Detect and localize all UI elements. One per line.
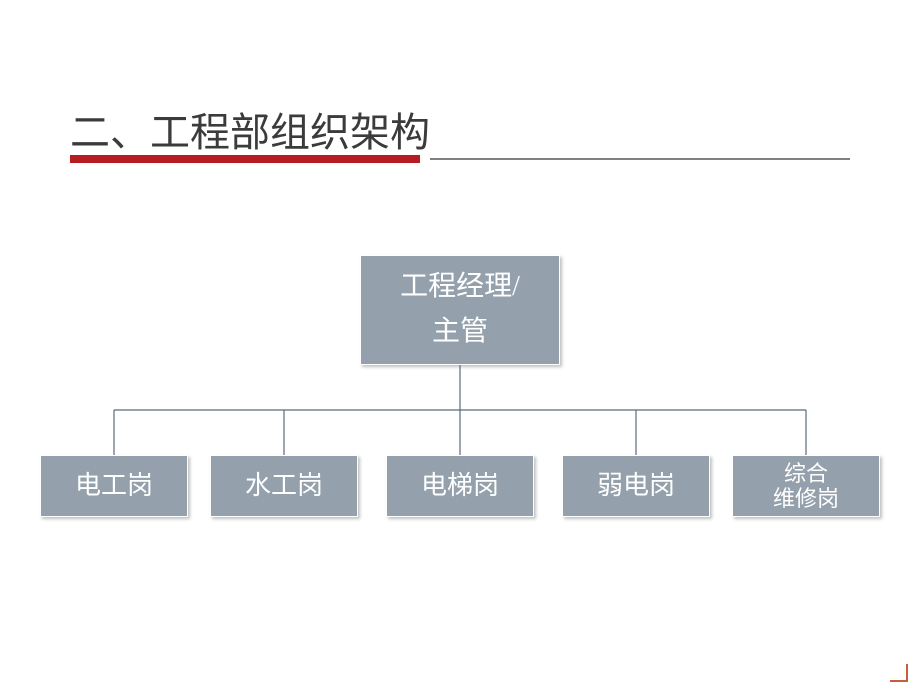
org-child-node: 水工岗 [210, 455, 358, 517]
resize-corner-icon [890, 664, 908, 682]
org-child-label: 弱电岗 [597, 471, 675, 501]
slide-title: 二、工程部组织架构 [70, 100, 430, 158]
org-child-node: 弱电岗 [562, 455, 710, 517]
title-underline [70, 155, 850, 163]
org-root-line1: 工程经理/ [400, 265, 520, 310]
org-child-label: 电工岗 [75, 471, 153, 501]
org-connectors [40, 365, 880, 455]
org-child-node: 综合 维修岗 [732, 455, 880, 517]
underline-gray-segment [430, 158, 850, 160]
org-root-line2: 主管 [432, 310, 488, 355]
org-child-label: 水工岗 [245, 471, 323, 501]
org-root-node: 工程经理/ 主管 [360, 255, 560, 365]
org-child-label: 电梯岗 [421, 471, 499, 501]
org-child-node: 电工岗 [40, 455, 188, 517]
org-child-node: 电梯岗 [386, 455, 534, 517]
underline-red-segment [70, 155, 420, 163]
org-child-label-line2: 维修岗 [773, 486, 839, 511]
org-child-label-line1: 综合 [784, 461, 828, 486]
